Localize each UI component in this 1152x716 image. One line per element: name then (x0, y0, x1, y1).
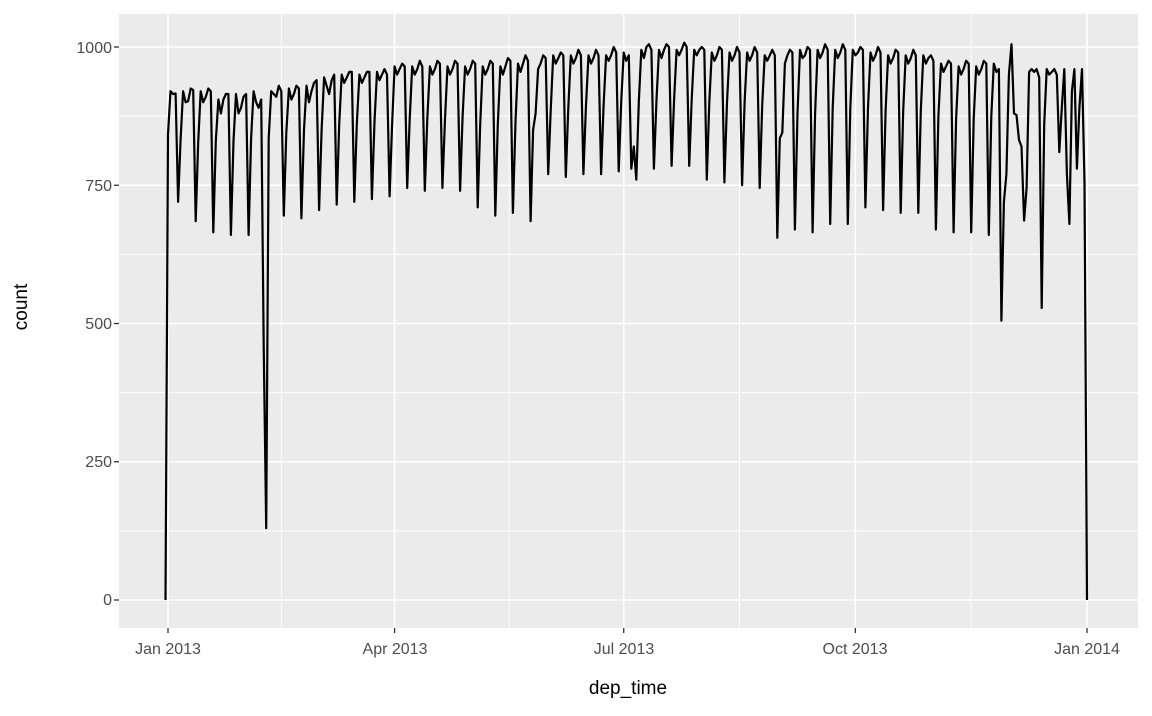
x-tick-label-oct2013: Oct 2013 (823, 641, 888, 658)
y-tick-label-1000: 1000 (76, 40, 112, 57)
x-axis-tick-labels: Jan 2013 Apr 2013 Jul 2013 Oct 2013 Jan … (135, 641, 1120, 658)
y-tick-label-500: 500 (85, 316, 112, 333)
plot-panel-background (119, 14, 1138, 628)
x-tick-label-jan2013: Jan 2013 (135, 641, 201, 658)
y-axis-tick-labels: 0 250 500 750 1000 (76, 40, 112, 609)
frequency-polygon-line (164, 41, 1089, 601)
x-tick-label-jan2014: Jan 2014 (1054, 641, 1120, 658)
x-tick-label-jul2013: Jul 2013 (594, 641, 655, 658)
y-axis-title: count (11, 283, 32, 330)
x-axis-title: dep_time (589, 678, 667, 699)
minor-gridlines (119, 14, 1138, 628)
x-tick-label-apr2013: Apr 2013 (363, 641, 428, 658)
axis-tick-marks (114, 46, 1088, 633)
y-tick-label-750: 750 (85, 178, 112, 195)
y-tick-label-0: 0 (103, 592, 112, 609)
y-tick-label-250: 250 (85, 454, 112, 471)
